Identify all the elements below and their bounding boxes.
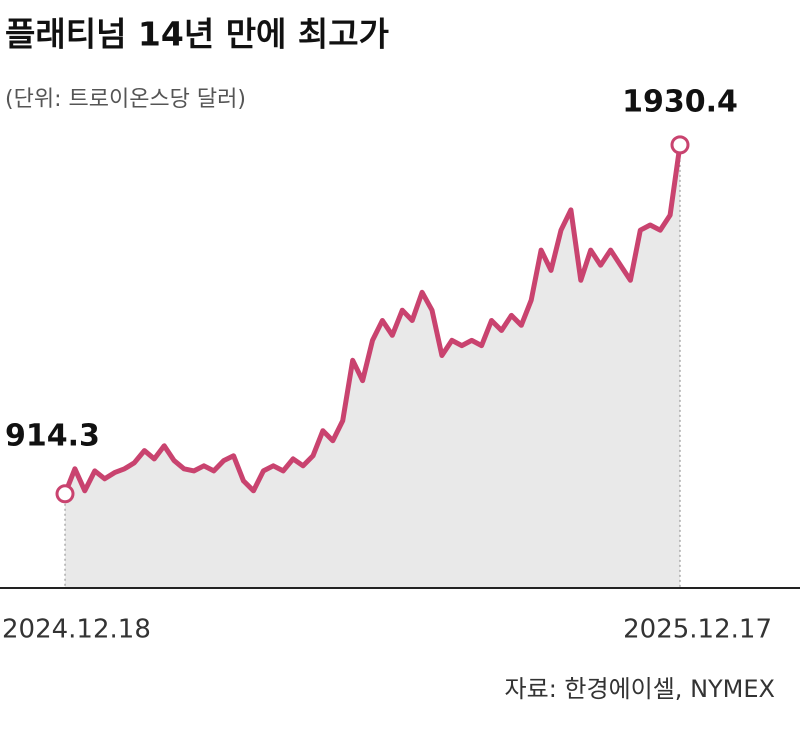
value-label: 1930.4 <box>622 84 738 119</box>
end-marker <box>55 484 75 504</box>
chart-title: 플래티넘 14년 만에 최고가 <box>5 15 389 54</box>
area <box>65 144 680 588</box>
source: 자료: 한경에이셀, NYMEX <box>505 675 775 703</box>
x-tick-label: 2024.12.18 <box>2 615 151 645</box>
x-tick-label: 2025.12.17 <box>623 615 772 645</box>
end-marker <box>670 135 690 155</box>
chart-subtitle: (단위: 트로이온스당 달러) <box>5 87 246 112</box>
value-label: 914.3 <box>5 418 100 453</box>
line <box>62 144 683 495</box>
